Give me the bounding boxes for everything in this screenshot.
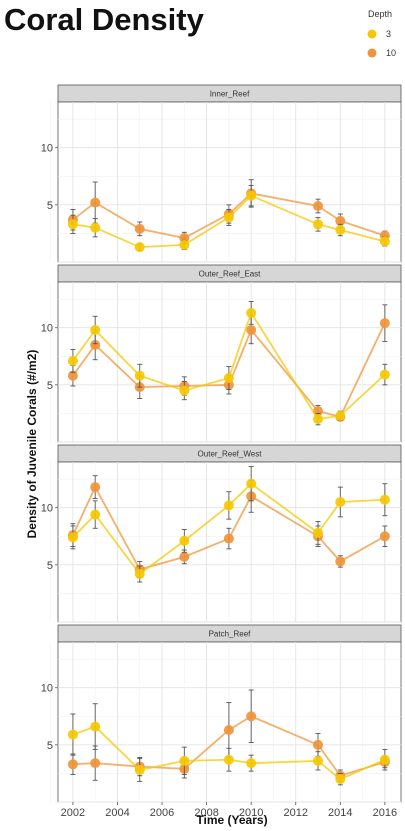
x-tick-label: 2010 <box>239 807 263 819</box>
data-point <box>67 355 78 366</box>
data-point <box>335 774 346 785</box>
data-point <box>90 758 101 769</box>
data-point <box>90 482 101 493</box>
data-point <box>67 759 78 770</box>
data-point <box>313 219 324 230</box>
data-point <box>179 755 190 766</box>
data-point <box>246 711 257 722</box>
data-point <box>134 765 145 775</box>
legend-label-3: 3 <box>386 29 391 39</box>
y-tick-label: 5 <box>47 380 53 392</box>
data-point <box>379 318 390 329</box>
data-point <box>335 225 346 235</box>
plot-area <box>57 101 402 263</box>
data-point <box>90 222 101 233</box>
data-point <box>379 754 390 765</box>
data-point <box>313 201 324 211</box>
data-point <box>313 739 324 750</box>
data-point <box>179 535 190 546</box>
data-point <box>67 532 78 543</box>
gridlines <box>50 642 401 803</box>
data-point <box>246 758 257 769</box>
facet-panel-inner-reef: Inner_Reef 5 10 <box>41 84 402 263</box>
data-point <box>313 414 324 425</box>
data-point <box>379 236 390 247</box>
data-point <box>335 497 346 507</box>
x-tick-label: 2008 <box>194 807 218 819</box>
data-point <box>379 369 390 380</box>
x-tick-label: 2014 <box>328 807 352 819</box>
x-tick-label: 2016 <box>373 807 397 819</box>
x-tick-label: 2012 <box>283 807 307 819</box>
data-point <box>335 215 346 226</box>
data-point <box>134 242 145 253</box>
facet-panel-outer-reef-east: Outer_Reef_East 5 10 <box>41 264 402 443</box>
y-tick-label: 10 <box>41 143 53 155</box>
data-point <box>134 370 145 381</box>
legend: Depth 3 10 <box>367 9 396 58</box>
data-point <box>246 307 257 318</box>
series-depth-3 <box>67 184 390 253</box>
x-tick-label: 2004 <box>105 807 129 819</box>
facets: Inner_Reef510Outer_Reef_East510Outer_Ree… <box>41 84 402 803</box>
y-axis-title: Density of Juvenile Corals (#/m2) <box>25 350 39 539</box>
data-point <box>90 325 101 335</box>
data-point <box>179 239 190 250</box>
data-point <box>90 509 101 520</box>
data-point <box>223 754 234 765</box>
legend-label-10: 10 <box>386 48 396 58</box>
gridlines <box>50 102 401 263</box>
y-tick-label: 5 <box>47 740 53 752</box>
plot-area <box>57 641 402 803</box>
data-point <box>246 190 257 201</box>
x-tick-label: 2002 <box>61 807 85 819</box>
data-point <box>90 339 101 350</box>
y-tick-label: 10 <box>41 683 53 695</box>
legend-title: Depth <box>368 9 392 19</box>
legend-swatch-3 <box>367 29 377 39</box>
series-depth-3 <box>67 466 390 583</box>
data-point <box>134 569 145 579</box>
data-point <box>313 527 324 538</box>
data-point <box>246 325 257 335</box>
series-depth-3 <box>67 703 390 786</box>
facet-label: Outer_Reef_East <box>199 270 262 279</box>
data-point <box>246 478 257 489</box>
series-depth-3 <box>67 300 390 426</box>
data-point <box>223 533 234 544</box>
data-point <box>223 725 234 735</box>
y-tick-label: 10 <box>41 323 53 335</box>
data-point <box>90 721 101 732</box>
data-point <box>179 551 190 562</box>
legend-swatch-10 <box>367 48 377 58</box>
data-point <box>67 219 78 230</box>
plot-area <box>57 281 402 443</box>
x-axis: 2002 2004 2006 2008 2010 2012 2014 2016 <box>61 802 397 819</box>
facet-label: Inner_Reef <box>210 90 250 99</box>
y-tick-label: 5 <box>47 200 53 212</box>
data-point <box>335 556 346 567</box>
data-point <box>223 373 234 383</box>
data-point <box>179 385 190 396</box>
data-point <box>223 500 234 511</box>
data-point <box>90 197 101 208</box>
facet-panel-outer-reef-west: Outer_Reef_West 5 10 <box>41 444 402 623</box>
facet-label: Patch_Reef <box>209 630 252 639</box>
y-tick-label: 5 <box>47 560 53 572</box>
page-title: Coral Density <box>4 2 204 37</box>
data-point <box>223 212 234 223</box>
facet-panel-patch-reef: Patch_Reef 5 10 <box>41 624 402 803</box>
data-point <box>335 410 346 421</box>
data-point <box>67 370 78 381</box>
x-tick-label: 2006 <box>150 807 174 819</box>
y-tick-label: 10 <box>41 503 53 515</box>
data-point <box>379 494 390 505</box>
data-point <box>134 223 145 234</box>
facet-label: Outer_Reef_West <box>198 450 263 459</box>
data-point <box>313 755 324 766</box>
data-point <box>67 729 78 740</box>
data-point <box>379 531 390 542</box>
x-axis-title: Time (Years) <box>196 813 267 827</box>
